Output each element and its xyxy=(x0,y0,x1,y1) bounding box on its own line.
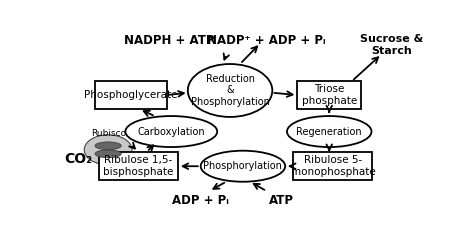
Text: Reduction
&
Phosphorylation: Reduction & Phosphorylation xyxy=(191,74,270,107)
Ellipse shape xyxy=(95,150,121,158)
Ellipse shape xyxy=(125,116,217,147)
Text: CO₂: CO₂ xyxy=(64,152,92,166)
Text: NADPH + ATP: NADPH + ATP xyxy=(124,34,215,47)
Ellipse shape xyxy=(188,64,273,117)
FancyBboxPatch shape xyxy=(293,152,373,180)
Ellipse shape xyxy=(84,135,132,165)
Text: Sucrose &
Starch: Sucrose & Starch xyxy=(360,34,423,56)
Ellipse shape xyxy=(201,151,285,182)
FancyBboxPatch shape xyxy=(95,81,167,109)
Text: Ribulose 1,5-
bisphosphate: Ribulose 1,5- bisphosphate xyxy=(103,155,173,177)
Text: ADP + Pᵢ: ADP + Pᵢ xyxy=(172,194,229,207)
Text: Phosphorylation: Phosphorylation xyxy=(203,161,283,171)
Text: Regeneration: Regeneration xyxy=(296,127,362,137)
Text: Ribulose 5-
monophosphate: Ribulose 5- monophosphate xyxy=(291,155,375,177)
Text: Rubisco: Rubisco xyxy=(91,129,127,138)
Ellipse shape xyxy=(95,142,121,150)
Text: NADP⁺ + ADP + Pᵢ: NADP⁺ + ADP + Pᵢ xyxy=(208,34,326,47)
Text: ATP: ATP xyxy=(269,194,294,207)
Ellipse shape xyxy=(287,116,372,147)
Text: Triose
phosphate: Triose phosphate xyxy=(301,84,357,106)
FancyBboxPatch shape xyxy=(297,81,361,109)
Text: Phosphoglycerate: Phosphoglycerate xyxy=(84,90,178,100)
FancyBboxPatch shape xyxy=(99,152,178,180)
Text: Carboxylation: Carboxylation xyxy=(137,127,205,137)
